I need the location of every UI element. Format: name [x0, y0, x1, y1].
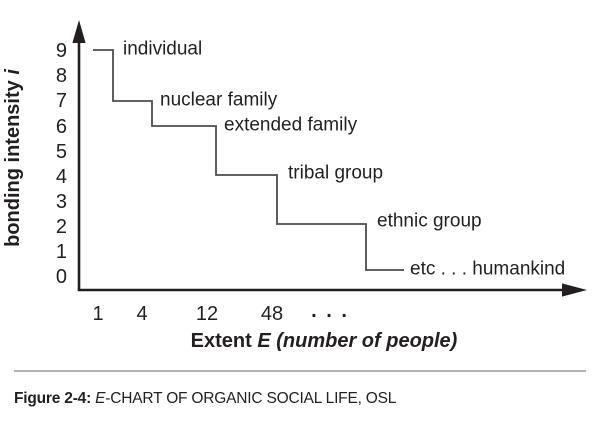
caption-divider-rule: [14, 370, 586, 372]
y-tick-label-3: 3: [56, 191, 67, 213]
x-tick-label-4: 4: [136, 303, 147, 325]
x-tick-label-12: 12: [196, 303, 218, 325]
step-line: [93, 49, 404, 271]
x-tick-label-1: 1: [92, 303, 103, 325]
x-axis-ellipsis: . . .: [311, 300, 349, 322]
y-axis-title-variable: i: [2, 69, 24, 75]
y-axis-arrowhead-icon: [72, 20, 86, 43]
step-label-individual: individual: [123, 39, 202, 60]
y-tick-label-9: 9: [56, 40, 67, 62]
x-axis-arrowhead-icon: [562, 283, 587, 297]
y-axis-title: bonding intensity i: [2, 69, 24, 247]
y-axis-title-main: bonding intensity: [2, 75, 24, 247]
figure-caption-text: -CHART OF ORGANIC SOCIAL LIFE, OSL: [105, 390, 397, 407]
y-tick-label-6: 6: [56, 116, 67, 138]
x-tick-label-48: 48: [261, 303, 283, 325]
y-tick-label-5: 5: [56, 141, 67, 163]
y-tick-label-8: 8: [56, 65, 67, 87]
osl-step-chart: 9 8 7 6 5 4 3 2 1 0 bonding intensity i …: [2, 20, 587, 352]
step-label-ethnic-group: ethnic group: [377, 211, 482, 232]
step-label-etc-humankind: etc . . . humankind: [410, 259, 565, 280]
y-tick-label-2: 2: [56, 216, 67, 238]
figure-caption-number: Figure 2-4:: [14, 390, 92, 407]
y-tick-label-7: 7: [56, 90, 67, 112]
y-tick-label-4: 4: [56, 166, 67, 188]
x-axis-title-variable: E (number of people): [257, 330, 457, 352]
y-tick-label-0: 0: [56, 266, 67, 288]
x-axis-title-main: Extent: [191, 330, 258, 352]
step-label-nuclear-family: nuclear family: [160, 90, 278, 111]
step-label-tribal-group: tribal group: [288, 163, 383, 184]
x-axis-title: Extent E (number of people): [191, 330, 458, 352]
figure-caption: Figure 2-4: E-CHART OF ORGANIC SOCIAL LI…: [14, 389, 396, 408]
step-label-extended-family: extended family: [224, 115, 358, 136]
figure-caption-e-variable: E: [95, 390, 106, 407]
y-tick-label-1: 1: [56, 241, 67, 263]
